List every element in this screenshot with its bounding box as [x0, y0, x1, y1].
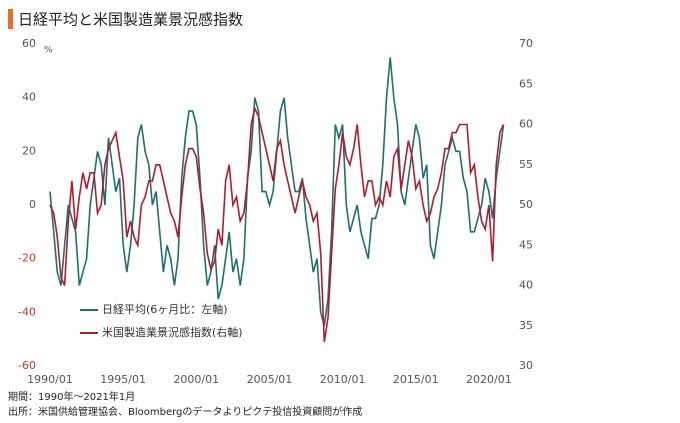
- x-tick-label: 2020/01: [466, 373, 512, 386]
- y2-tick-label: 55: [519, 158, 533, 171]
- y2-tick-label: 30: [519, 359, 533, 372]
- y2-tick-label: 50: [519, 198, 533, 211]
- y2-tick-label: 60: [519, 118, 533, 131]
- y-tick-label: -40: [18, 305, 36, 318]
- legend-label: 日経平均(6ヶ月比：左軸): [102, 302, 228, 316]
- y2-tick-label: 40: [519, 279, 533, 292]
- y-tick-label: 40: [22, 91, 36, 104]
- y-tick-label: 20: [22, 144, 36, 157]
- y2-tick-label: 45: [519, 238, 533, 251]
- x-tick-label: 1990/01: [27, 373, 73, 386]
- y-unit: %: [44, 46, 53, 56]
- y2-tick-label: 70: [519, 37, 533, 50]
- y2-tick-label: 65: [519, 77, 533, 90]
- y-tick-label: 0: [29, 198, 36, 211]
- note: 期間：1990年～2021年1月: [8, 390, 135, 403]
- y-tick-label: -60: [18, 359, 36, 372]
- chart-title: 日経平均と米国製造業景況感指数: [18, 11, 243, 29]
- y-tick-label: 60: [22, 37, 36, 50]
- x-tick-label: 1995/01: [100, 373, 146, 386]
- x-tick-label: 2010/01: [320, 373, 366, 386]
- y2-tick-label: 35: [519, 319, 533, 332]
- legend-label: 米国製造業景況感指数(右軸): [102, 325, 243, 339]
- series-line: [49, 105, 505, 343]
- y-tick-label: -20: [18, 252, 36, 265]
- x-tick-label: 2005/01: [247, 373, 293, 386]
- x-tick-label: 2000/01: [173, 373, 219, 386]
- series-line: [49, 57, 505, 327]
- title-bar: [8, 9, 13, 29]
- note: 出所：米国供給管理協会、Bloombergのデータよりピクテ投信投資顧問が作成: [8, 405, 362, 418]
- x-tick-label: 2015/01: [393, 373, 439, 386]
